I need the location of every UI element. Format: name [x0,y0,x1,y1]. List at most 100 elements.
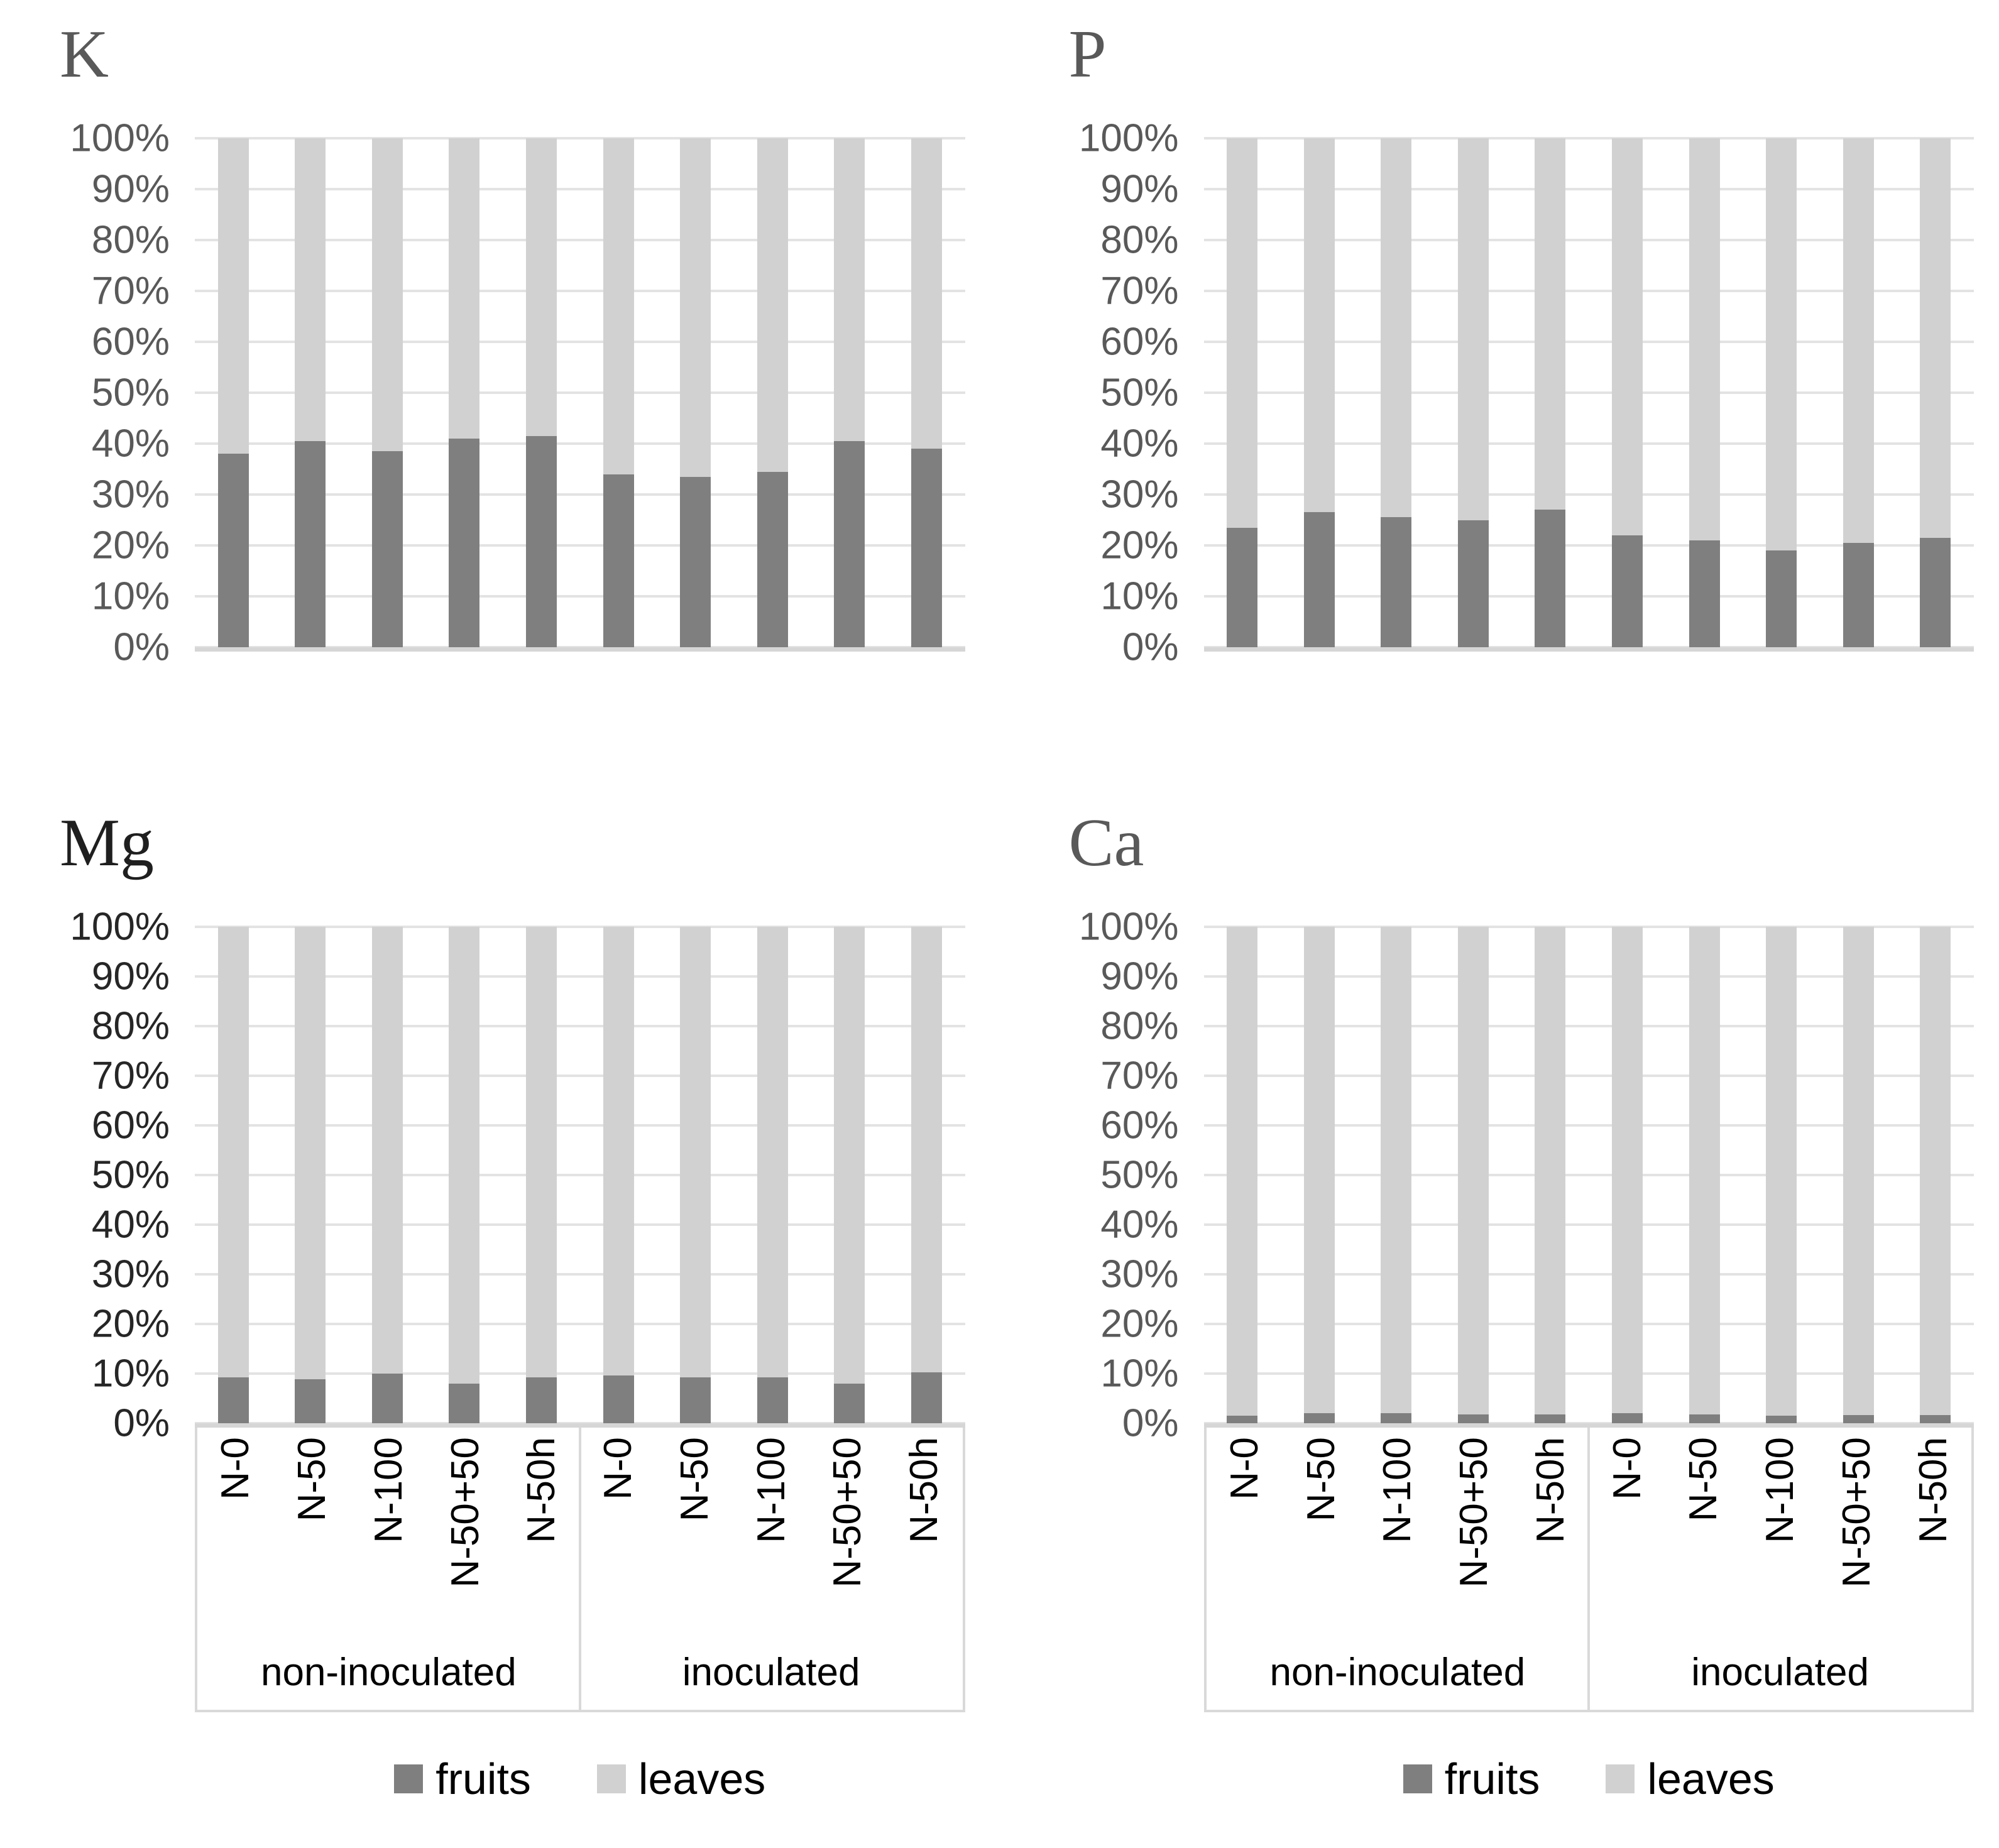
chart-panel-Mg: Mg 0% 10% 20% 30% 40% 50% 60% 70% 80% 90% 100% N-0 N-… [25,807,965,1808]
fruits-bar-K-7 [757,471,788,647]
category-slot: N-50 [1283,1423,1359,1637]
gridline-90 [195,188,965,190]
leaves-bar-P-9 [1920,138,1951,538]
y-tick-label-60%: 60% [1100,1103,1179,1147]
gridline-100 [1203,137,1974,139]
chart-body: 0% 10% 20% 30% 40% 50% 60% 70% 80% 90% 100% [1034,117,1974,669]
fruits-bar-Ca-5 [1612,1413,1643,1423]
leaves-bar-P-6 [1689,138,1720,540]
plot-area-Mg [195,926,965,1428]
leaves-bar-Ca-4 [1535,927,1566,1414]
fruits-bar-K-6 [680,476,711,647]
legend: fruits leaves [195,1749,965,1808]
y-tick-label-90%: 90% [91,167,170,211]
y-tick-label-0%: 0% [113,1401,170,1445]
gridline-60 [1203,341,1974,343]
gridline-100 [195,926,965,928]
fruits-bar-P-8 [1843,542,1874,647]
y-tick-label-50%: 50% [91,1153,170,1197]
gridline-10 [195,1372,965,1375]
leaves-bar-K-0 [217,138,249,454]
gridline-70 [195,1074,965,1077]
y-tick-label-40%: 40% [1100,422,1179,466]
gridline-40 [1203,442,1974,445]
category-label-N-50+50: N-50+50 [1834,1437,1878,1588]
fruits-bar-Ca-7 [1766,1416,1797,1423]
legend-item-leaves: leaves [1606,1754,1775,1804]
leaves-bar-Ca-1 [1303,927,1335,1414]
fruits-bar-K-0 [217,454,249,647]
gridline-80 [1203,1025,1974,1027]
y-tick-label-100%: 100% [1078,905,1179,949]
gridline-50 [1203,1174,1974,1176]
y-tick-label-20%: 20% [1100,1302,1179,1346]
plot-area-P [1203,137,1974,652]
y-tick-label-100%: 100% [70,116,170,160]
leaves-bar-P-8 [1843,138,1874,543]
gridline-70 [1203,290,1974,292]
gridline-40 [1203,1223,1974,1226]
gridline-40 [195,1223,965,1226]
group-label-inoculated: inoculated [1691,1650,1869,1694]
gridline-20 [1203,1323,1974,1325]
category-label-N-50+50: N-50+50 [1452,1437,1496,1588]
fruits-bar-P-0 [1227,527,1258,647]
category-slot: N-50 [274,1423,351,1637]
fruits-bar-K-4 [525,435,557,647]
y-tick-label-10%: 10% [1100,1352,1179,1396]
y-tick-label-30%: 30% [91,473,170,517]
y-tick-label-50%: 50% [91,371,170,415]
fruits-bar-K-1 [295,440,326,647]
gridline-70 [1203,1074,1974,1077]
gridline-80 [1203,239,1974,241]
gridline-20 [1203,544,1974,547]
y-tick-label-80%: 80% [91,1004,170,1048]
leaves-bar-Mg-5 [603,927,634,1376]
category-slot: N-50+50 [1819,1423,1895,1637]
chart-panel-K: K 0% 10% 20% 30% 40% 50% 60% 70% 80% 90% 100% [25,19,965,669]
category-axis-Mg: N-0 N-50 N-100 N-50+50 N-50h N-0 N-50 N-100 N-50… [195,1423,965,1712]
fruits-bar-P-5 [1612,535,1643,647]
fruits-bar-Mg-8 [834,1383,865,1423]
chart-title-P: P [1068,17,1107,92]
fruits-bar-Mg-5 [603,1375,634,1423]
gridline-10 [195,595,965,598]
fruits-bar-P-3 [1457,520,1489,647]
category-label-N-0: N-0 [1605,1437,1649,1500]
legend-swatch-fruits [1403,1764,1432,1793]
fruits-bar-Mg-1 [295,1379,326,1423]
y-tick-label-0%: 0% [113,625,170,669]
category-label-N-0: N-0 [596,1437,640,1500]
category-slot: N-50h [503,1423,580,1637]
group-label-inoculated: inoculated [682,1650,860,1694]
chart-title-Ca: Ca [1068,806,1144,880]
legend-swatch-leaves [596,1764,626,1793]
category-label-N-0: N-0 [214,1437,258,1500]
y-tick-label-0%: 0% [1122,625,1179,669]
category-slot: N-50+50 [1436,1423,1513,1637]
group-label-non-inoculated: non-inoculated [260,1650,517,1694]
leaves-bar-K-1 [295,138,326,441]
category-label-N-100: N-100 [1758,1437,1802,1543]
gridline-100 [1203,926,1974,928]
y-tick-label-40%: 40% [91,1203,170,1247]
category-slot: N-50h [1513,1423,1589,1637]
y-tick-label-30%: 30% [1100,473,1179,517]
group-divider-line [578,1423,581,1710]
x-axis-line [195,647,965,652]
legend-label-fruits: fruits [435,1754,531,1803]
leaves-bar-Ca-3 [1457,927,1489,1414]
gridline-60 [195,1124,965,1127]
fruits-bar-P-6 [1689,540,1720,647]
y-tick-label-30%: 30% [1100,1252,1179,1296]
category-slot: N-50 [1665,1423,1742,1637]
y-axis-tick-labels: 0% 10% 20% 30% 40% 50% 60% 70% 80% 90% 100% [1034,117,1204,669]
y-tick-label-20%: 20% [1100,523,1179,567]
fruits-bar-Ca-8 [1843,1414,1874,1423]
leaves-bar-K-6 [680,138,711,477]
y-tick-label-90%: 90% [1100,167,1179,211]
category-slot: N-100 [733,1423,809,1637]
group-label-non-inoculated: non-inoculated [1269,1650,1526,1694]
category-label-N-50+50: N-50+50 [443,1437,487,1588]
category-label-N-50h: N-50h [1911,1437,1955,1543]
